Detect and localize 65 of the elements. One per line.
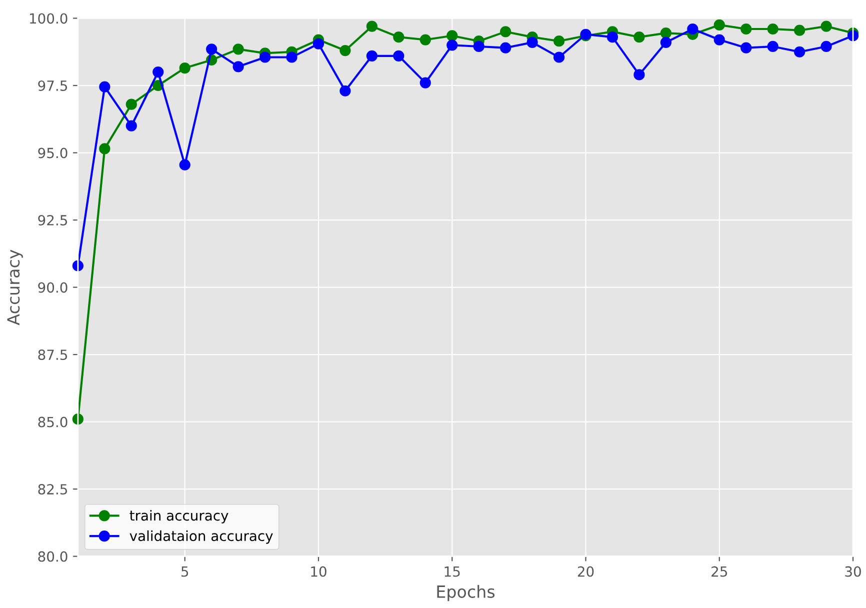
y-axis-title: Accuracy [7,250,23,326]
point [340,44,351,56]
point [473,40,484,52]
x-tick-label: 30 [845,566,861,577]
y-tick-label: 90.0 [38,282,68,293]
x-tick-label: 15 [444,566,460,577]
y-tick-label: 82.5 [38,484,68,495]
legend-label: validataion accuracy [130,530,273,544]
point [446,30,458,42]
x-tick-label: 10 [311,566,326,577]
point [794,24,806,36]
point [126,98,137,110]
point [660,36,672,48]
point [179,159,190,170]
point [634,69,645,80]
point [393,50,404,62]
point [714,19,725,31]
y-tick-label: 92.5 [38,214,68,226]
x-axis-title: Epochs [437,585,495,602]
point [179,62,190,74]
point [312,38,324,50]
point [820,20,832,32]
point [99,143,110,154]
point [286,52,298,63]
point [606,32,618,43]
legend-label: train accuracy [130,510,228,524]
x-tick-label: 25 [712,566,727,577]
point [740,23,752,35]
y-tick-label: 97.5 [38,80,68,91]
point [420,34,431,46]
point [526,36,538,48]
point [206,44,218,55]
point [634,32,645,43]
point [126,120,137,132]
point [232,61,244,72]
point [794,46,806,58]
point [820,40,832,52]
point [340,85,351,96]
y-tick-label: 80.0 [38,551,68,562]
point [553,52,565,63]
point [553,36,565,47]
point [99,81,110,92]
point [714,34,725,46]
y-tick-label: 100.0 [30,13,68,24]
point [767,23,778,35]
x-tick-label: 5 [182,566,188,577]
x-tick-label: 20 [578,566,594,577]
point [420,77,431,88]
y-tick-label: 95.0 [38,148,68,158]
point [500,26,512,38]
y-tick-label: 87.5 [38,350,68,360]
point [232,44,244,55]
point [847,30,859,42]
point [660,27,672,39]
point [500,42,512,54]
point [393,32,404,43]
point [366,50,378,62]
point [767,40,778,52]
y-tick-label: 85.0 [38,416,68,428]
point [152,66,164,78]
point [687,23,698,35]
point [259,52,271,63]
point [740,42,752,54]
point [366,20,378,32]
point [446,40,458,51]
